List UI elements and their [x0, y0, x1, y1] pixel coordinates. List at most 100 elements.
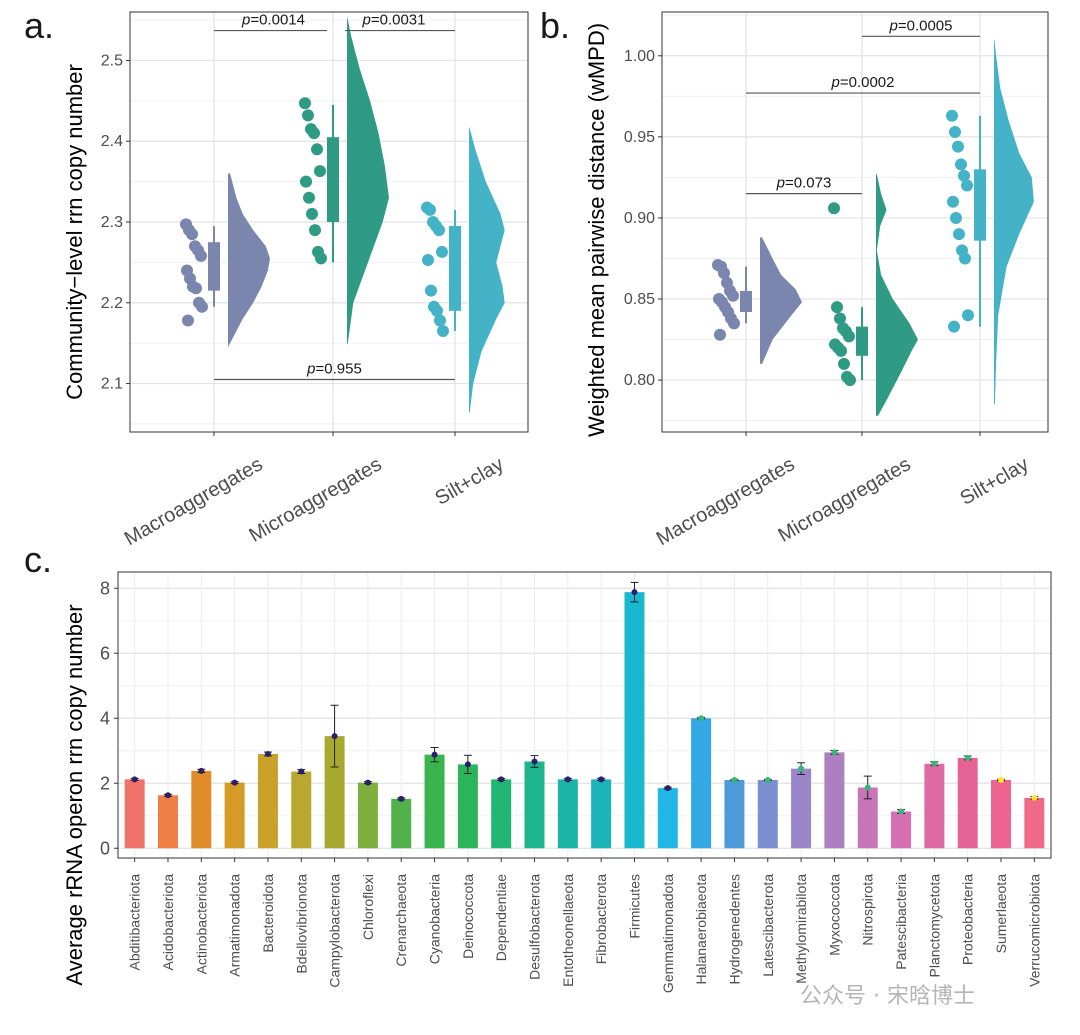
mean-point — [131, 776, 138, 783]
x-tick-label: Bacteroidota — [260, 874, 276, 953]
x-tick-label: Gemmatimonadota — [660, 874, 676, 993]
bar — [391, 798, 412, 849]
mean-point — [1031, 794, 1038, 801]
y-tick-label: 1.00 — [624, 48, 655, 65]
x-tick-label: Patescibacteria — [893, 874, 909, 970]
data-point — [434, 314, 446, 327]
comparison-p-value: p=0.0005 — [889, 17, 953, 34]
x-tick-label: Dependentiae — [493, 874, 509, 961]
panel-a-y-axis-title: Community−level rrn copy number — [62, 64, 87, 400]
x-tick-label: Armatimonadota — [227, 874, 243, 977]
data-point — [831, 301, 843, 314]
x-tick-label: Desulfobacterota — [527, 874, 543, 980]
panel-a-letter: a. — [24, 5, 54, 46]
data-point — [309, 224, 321, 237]
bar — [424, 754, 445, 849]
y-tick-label: 2.1 — [101, 376, 123, 393]
data-point — [718, 267, 730, 280]
data-point — [949, 126, 961, 138]
bar — [257, 754, 278, 849]
data-point — [311, 143, 323, 156]
half-violin — [469, 126, 505, 414]
half-violin — [876, 174, 918, 416]
data-point — [961, 179, 973, 192]
y-tick-label: 2.3 — [101, 214, 123, 231]
mean-point — [364, 779, 371, 786]
mean-point — [798, 765, 805, 772]
mean-point — [831, 749, 838, 756]
panel-b-marks: p=0.0005 p=0.0002 p=0.073 — [712, 17, 1034, 416]
mean-point — [164, 792, 171, 799]
data-point — [834, 312, 846, 325]
data-point — [315, 252, 327, 265]
panel-c-marks — [124, 581, 1045, 849]
panel-a-marks: p=0.0014 p=0.0031 p=0.955 — [180, 12, 505, 414]
data-point — [436, 245, 448, 258]
bar — [224, 782, 245, 849]
x-tick-label: Bdellovibrionota — [293, 874, 309, 974]
data-point — [947, 195, 959, 208]
bar — [191, 770, 212, 849]
comparison-p-value: p=0.073 — [776, 175, 832, 192]
bar — [457, 764, 478, 849]
x-tick-label: Latescibacterota — [760, 874, 776, 977]
x-tick-label: Deinococcota — [460, 874, 476, 959]
panel-b-frame — [661, 11, 1049, 433]
box-iqr — [327, 137, 339, 222]
half-violin — [228, 173, 270, 348]
data-point — [182, 314, 194, 327]
data-point — [314, 165, 326, 178]
data-point — [437, 325, 449, 338]
y-tick-label: 2.2 — [101, 295, 123, 312]
panel-b-y-axis-title: Weighted mean pairwise distance (wMPD) — [584, 23, 609, 437]
y-tick-label: 2.4 — [101, 133, 123, 150]
panel-c-y-ticks: 0 2 4 6 8 — [100, 578, 118, 858]
mean-point — [264, 751, 271, 757]
x-tick-label: Chloroflexi — [360, 874, 376, 940]
box-iqr — [856, 326, 868, 356]
bar — [791, 768, 812, 849]
half-violin — [347, 16, 389, 345]
y-tick-label: 2.5 — [101, 52, 123, 69]
x-tick-label: Nitrospirota — [860, 874, 876, 946]
data-point — [190, 282, 202, 295]
data-point — [955, 158, 967, 171]
data-point — [302, 109, 314, 122]
bar — [724, 780, 745, 849]
bar — [891, 811, 912, 849]
y-tick-label: 0 — [100, 838, 110, 858]
bar — [157, 795, 178, 849]
data-point — [424, 203, 436, 216]
data-point — [186, 228, 198, 241]
data-point — [431, 304, 443, 317]
data-point — [948, 320, 960, 333]
bar — [491, 779, 512, 849]
data-point — [828, 202, 840, 215]
y-tick-label: 6 — [100, 643, 110, 663]
mean-point — [464, 761, 471, 768]
data-point — [433, 224, 445, 237]
data-point — [835, 344, 847, 357]
data-point — [962, 309, 974, 322]
bar — [757, 780, 778, 849]
data-point — [950, 211, 962, 224]
x-tick-label: Proteobacteria — [960, 874, 976, 965]
panel-a-frame — [129, 11, 529, 433]
x-tick-label: Abditibacteriota — [127, 874, 143, 971]
mean-point — [664, 785, 671, 792]
data-point — [844, 374, 856, 387]
data-point — [946, 109, 958, 122]
x-tick-label: Campylobacterota — [327, 874, 343, 988]
bar — [1024, 797, 1045, 849]
y-tick-label: 8 — [100, 578, 110, 598]
data-point — [727, 289, 739, 302]
x-tick-label: Verrucomicrobiota — [1026, 874, 1042, 987]
y-tick-label: 0.80 — [624, 372, 655, 389]
mean-point — [731, 777, 738, 783]
data-point — [303, 191, 315, 204]
data-point — [299, 97, 311, 110]
data-point — [308, 127, 320, 140]
bar — [691, 718, 712, 849]
bar — [857, 787, 878, 849]
mean-point — [231, 779, 238, 786]
